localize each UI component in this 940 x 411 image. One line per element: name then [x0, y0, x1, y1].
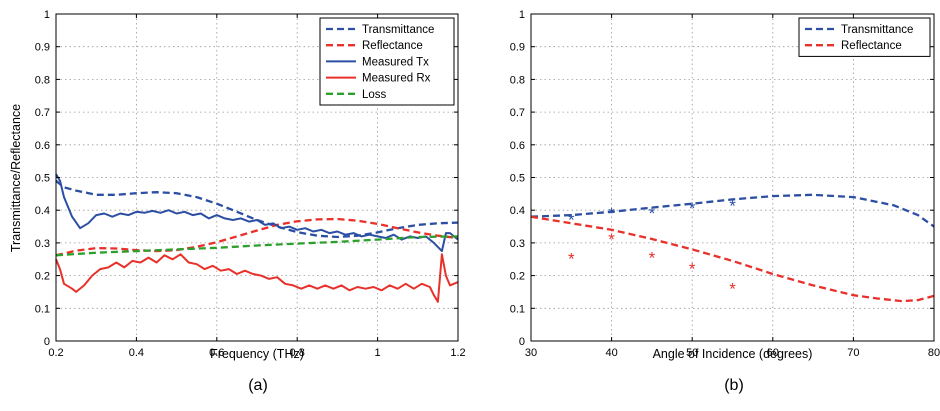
- y-tick-label: 0.9: [510, 42, 525, 54]
- data-point-asterisk: *: [689, 199, 696, 218]
- x-tick-label: 80: [928, 347, 940, 359]
- data-point-asterisk: *: [608, 204, 615, 223]
- y-tick-label: 0.1: [35, 303, 50, 315]
- series-reflectance: [530, 215, 935, 303]
- series-measured-tx: [55, 173, 459, 253]
- y-tick-label: 0.6: [35, 140, 50, 152]
- x-tick-label: 0.4: [129, 347, 144, 359]
- y-tick-label: 0.2: [510, 271, 525, 283]
- legend-box: [798, 17, 931, 57]
- y-tick-label: 0.3: [35, 238, 50, 250]
- legend-label: Transmittance: [841, 24, 913, 36]
- ticks: 0 0.1 0.2 0.3 0.4 0.5 0.6 0.7 0.8 0.9 1 0.2 0.4 0.6 0.…: [35, 9, 466, 359]
- series-line: [55, 217, 459, 257]
- data-point-asterisk: *: [729, 280, 736, 299]
- y-tick-label: 0.8: [510, 74, 525, 86]
- y-tick-label: 0.4: [35, 205, 50, 217]
- y-tick-label: 0: [519, 336, 525, 348]
- y-tick-label: 1: [519, 9, 525, 21]
- y-tick-label: 0.1: [510, 303, 525, 315]
- series-reflectance: [55, 217, 459, 257]
- data-point-asterisk: *: [568, 210, 575, 229]
- series-transmittance: [55, 179, 459, 239]
- series-measured-points-2: * * * * *: [568, 196, 736, 229]
- y-tick-label: 0.5: [35, 173, 50, 185]
- y-tick-label: 0: [44, 336, 50, 348]
- x-tick-label: 70: [847, 347, 859, 359]
- x-tick-label: 30: [525, 347, 537, 359]
- legend-label: Measured Rx: [362, 73, 431, 85]
- series-transmittance: [530, 193, 935, 228]
- y-tick-label: 0.8: [35, 74, 50, 86]
- legend-label: Reflectance: [841, 40, 902, 52]
- x-tick-label: 50: [686, 347, 698, 359]
- x-tick-label: 0.6: [209, 347, 224, 359]
- data-point-asterisk: *: [649, 204, 656, 223]
- x-tick-label: 0.8: [290, 347, 305, 359]
- x-tick-label: 60: [767, 347, 779, 359]
- panel-label: (a): [248, 377, 268, 394]
- series-line: [55, 235, 459, 257]
- x-tick-label: 0.2: [48, 347, 63, 359]
- y-tick-label: 0.9: [35, 42, 50, 54]
- data-point-asterisk: *: [568, 250, 575, 269]
- y-tick-label: 0.7: [35, 107, 50, 119]
- grid: [531, 14, 934, 341]
- y-tick-label: 0.4: [510, 205, 525, 217]
- legend-label: Measured Tx: [362, 56, 429, 68]
- series-measured-rx: [55, 253, 459, 303]
- legend-label: Transmittance: [362, 24, 434, 36]
- data-point-asterisk: *: [689, 259, 696, 278]
- legend: Transmittance Reflectance: [798, 17, 931, 57]
- series-line: [530, 215, 935, 303]
- x-axis-title: Angle of Incidence (degrees): [653, 347, 813, 361]
- data-point-asterisk: *: [649, 249, 656, 268]
- y-tick-label: 0.7: [510, 107, 525, 119]
- legend-label: Loss: [362, 89, 387, 101]
- data-point-asterisk: *: [729, 196, 736, 215]
- series-line: [530, 193, 935, 228]
- y-tick-label: 0.6: [510, 140, 525, 152]
- x-axis-title: Frequency (THz): [210, 347, 304, 361]
- panel-2: * * * * * * * * * * 0 0.1 0.2 0.3 0.4 0.5 0.6 0.7 0.8 0.9 1 3…: [510, 9, 940, 394]
- y-tick-label: 1: [44, 9, 50, 21]
- y-tick-label: 0.3: [510, 238, 525, 250]
- series-line: [55, 179, 459, 239]
- x-tick-label: 1: [375, 347, 381, 359]
- series-line: [55, 173, 459, 253]
- y-tick-label: 0.2: [35, 271, 50, 283]
- y-tick-label: 0.5: [510, 173, 525, 185]
- legend-label: Reflectance: [362, 40, 423, 52]
- series-line: [55, 253, 459, 303]
- series-measured-points-3: * * * * *: [568, 230, 736, 299]
- series-loss: [55, 235, 459, 257]
- x-tick-label: 1.2: [450, 347, 465, 359]
- legend: Transmittance Reflectance Measured Tx Measu…: [319, 17, 455, 106]
- data-point-asterisk: *: [608, 230, 615, 249]
- panel-label: (b): [724, 377, 744, 394]
- panel-1: 0 0.1 0.2 0.3 0.4 0.5 0.6 0.7 0.8 0.9 1 0.2 0.4 0.6 0.…: [9, 9, 466, 394]
- x-tick-label: 40: [605, 347, 617, 359]
- y-axis-title: Transmittance/Reflectance: [9, 104, 23, 252]
- ticks: 0 0.1 0.2 0.3 0.4 0.5 0.6 0.7 0.8 0.9 1 30 40 50 60 70 8…: [510, 9, 940, 359]
